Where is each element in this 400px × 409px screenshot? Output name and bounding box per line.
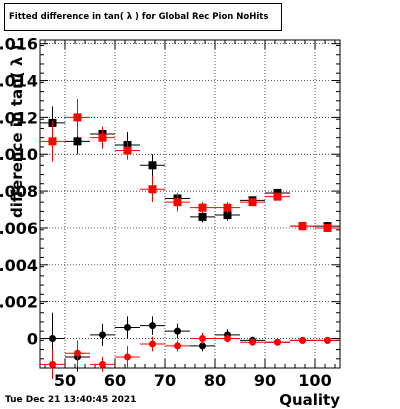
square-marker [298,222,307,231]
x-tick-label: 50 [54,371,76,390]
data-point [140,154,165,177]
plot-frame [39,39,341,369]
y-axis-label: difference in tan( λ ) [8,45,26,218]
square-marker [173,198,182,207]
y-tick-label: 0.010 [0,145,38,164]
data-point [140,316,165,335]
data-point [165,340,190,352]
data-point [315,336,340,344]
square-marker [98,133,107,142]
circle-marker [274,338,281,346]
data-point [165,192,190,212]
data-point [115,316,140,339]
circle-marker [199,335,206,343]
y-tick-label: 0.014 [0,72,38,91]
circle-marker [299,336,306,344]
data-point [190,202,215,214]
square-marker [148,185,157,194]
data-point [215,202,240,214]
data-point [90,323,115,346]
square-marker [73,113,82,122]
x-tick-labels: 50 60 70 80 90 100 [54,371,332,390]
data-point [40,121,65,162]
y-tick-label: 0.016 [0,35,38,54]
data-point [240,338,265,346]
y-tick-label: 0 [27,330,38,349]
circle-marker [324,336,331,344]
x-tick-label: 90 [254,371,276,390]
circle-marker [149,322,156,330]
circle-marker [74,349,81,357]
y-tick-label: 0.002 [0,293,38,312]
timestamp: Tue Dec 21 13:40:45 2021 [5,395,137,405]
circle-marker [49,335,56,343]
square-marker [148,161,157,170]
square-marker [273,192,282,201]
data-point [90,126,115,149]
data-point [290,336,315,344]
square-marker [198,203,207,212]
square-marker [48,137,57,146]
square-marker [323,223,332,232]
square-marker [123,146,132,155]
data-point [265,192,290,201]
square-marker [223,211,232,220]
data-point [165,323,190,339]
data-point [265,338,290,346]
circle-marker [174,327,181,335]
axis-ticks [40,40,340,369]
x-tick-label: 80 [204,371,226,390]
circle-marker [99,331,106,339]
data-point [290,222,315,231]
circle-marker [99,360,106,368]
square-marker [73,137,82,146]
circle-marker [124,323,131,331]
data-point [215,334,240,343]
circle-marker [124,353,131,361]
data-point [190,332,215,345]
circle-marker [174,342,181,350]
y-tick-label: 0.008 [0,182,38,201]
chart-title-box: Fitted difference in tan( λ ) for Global… [4,3,282,31]
x-axis-label: Quality [279,391,340,409]
data-points [40,98,340,380]
data-point [115,141,140,160]
data-point [115,345,140,368]
data-point [140,336,165,352]
circle-marker [249,338,256,346]
data-point [240,198,265,207]
y-tick-label: 0.006 [0,219,38,238]
y-tick-labels: 0 0.002 0.004 0.006 0.008 0.010 0.012 0.014 0.01… [0,35,38,349]
x-tick-label: 60 [104,371,126,390]
data-point [65,340,90,367]
chart-title: Fitted difference in tan( λ ) for Global… [9,12,269,22]
circle-marker [49,360,56,368]
data-point [90,356,115,372]
data-point [140,176,165,203]
y-tick-label: 0.004 [0,256,38,275]
square-marker [223,203,232,212]
data-point [40,349,65,380]
square-marker [248,198,257,207]
square-marker [198,212,207,221]
data-point [190,340,215,352]
circle-marker [199,342,206,350]
y-tick-label: 0.012 [0,108,38,127]
circle-marker [149,340,156,348]
circle-marker [224,335,231,343]
grid-lines [40,40,340,368]
data-point [315,223,340,232]
x-tick-label: 100 [298,371,331,390]
x-tick-label: 70 [154,371,176,390]
data-point [65,98,90,136]
